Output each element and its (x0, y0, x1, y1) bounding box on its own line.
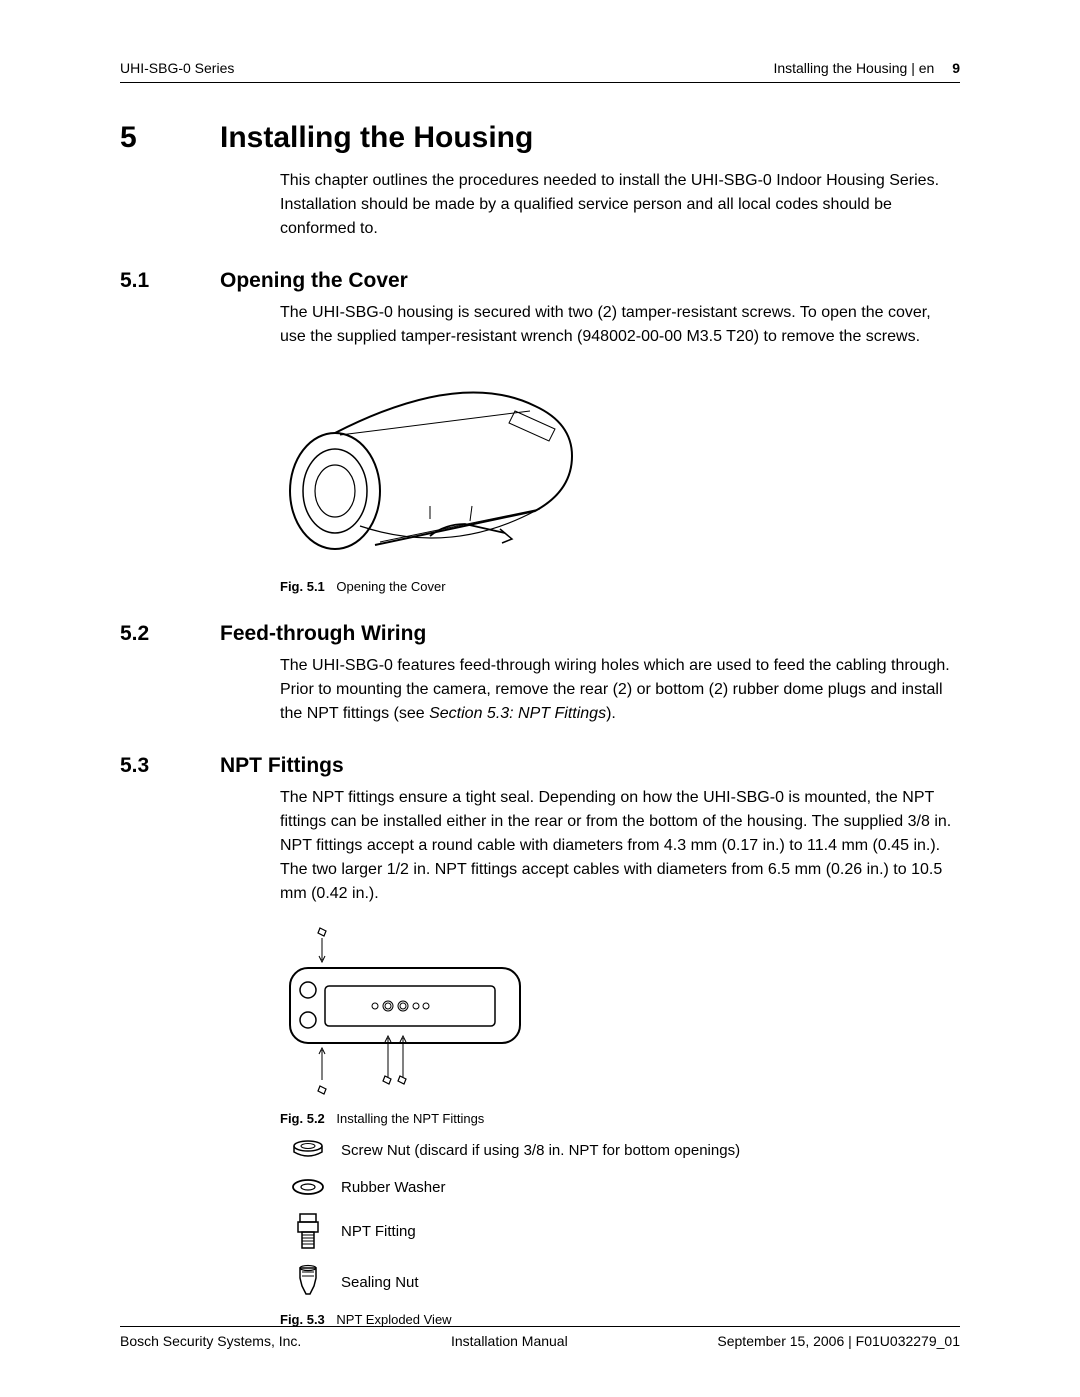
figure-caption-5-3: Fig. 5.3 NPT Exploded View (280, 1312, 960, 1327)
figure-caption-text: NPT Exploded View (336, 1312, 451, 1327)
header-right: Installing the Housing | en 9 (773, 60, 960, 76)
npt-fitting-icon (280, 1210, 335, 1252)
header-left-text: UHI-SBG-0 Series (120, 60, 234, 76)
part-row-screw-nut: Screw Nut (discard if using 3/8 in. NPT … (280, 1136, 960, 1164)
figure-label: Fig. 5.3 (280, 1312, 325, 1327)
section-number: 5.1 (120, 269, 220, 293)
sealing-nut-icon (280, 1264, 335, 1300)
part-row-npt-fitting: NPT Fitting (280, 1210, 960, 1252)
figure-5-1 (280, 361, 960, 571)
section-number: 5.2 (120, 622, 220, 646)
section-body-5-3: The NPT fittings ensure a tight seal. De… (280, 786, 960, 906)
footer-right: September 15, 2006 | F01U032279_01 (717, 1333, 960, 1349)
footer-center: Installation Manual (451, 1333, 568, 1349)
page-footer: Bosch Security Systems, Inc. Installatio… (120, 1326, 960, 1349)
chapter-intro: This chapter outlines the procedures nee… (280, 169, 960, 241)
part-label: Screw Nut (discard if using 3/8 in. NPT … (341, 1142, 740, 1159)
part-label: Sealing Nut (341, 1274, 419, 1291)
section-number: 5.3 (120, 754, 220, 778)
section-body-5-2: The UHI-SBG-0 features feed-through wiri… (280, 654, 960, 726)
figure-label: Fig. 5.1 (280, 579, 325, 594)
header-page-number: 9 (952, 60, 960, 76)
figure-caption-5-1: Fig. 5.1 Opening the Cover (280, 579, 960, 594)
rubber-washer-icon (280, 1176, 335, 1198)
section-heading-5-3: 5.3 NPT Fittings (120, 754, 960, 778)
section-title: NPT Fittings (220, 754, 344, 778)
npt-exploded-parts: Screw Nut (discard if using 3/8 in. NPT … (280, 1136, 960, 1300)
section-title: Feed-through Wiring (220, 622, 426, 646)
chapter-heading: 5 Installing the Housing (120, 121, 960, 155)
cross-reference: Section 5.3: NPT Fittings (429, 705, 606, 722)
chapter-title: Installing the Housing (220, 121, 533, 155)
chapter-number: 5 (120, 121, 220, 155)
figure-caption-text: Opening the Cover (336, 579, 445, 594)
figure-caption-text: Installing the NPT Fittings (336, 1111, 484, 1126)
body-post: ). (606, 705, 616, 722)
figure-5-2 (280, 918, 960, 1103)
section-heading-5-1: 5.1 Opening the Cover (120, 269, 960, 293)
page-header: UHI-SBG-0 Series Installing the Housing … (120, 60, 960, 83)
npt-panel-illustration (280, 918, 540, 1103)
part-label: NPT Fitting (341, 1223, 416, 1240)
figure-caption-5-2: Fig. 5.2 Installing the NPT Fittings (280, 1111, 960, 1126)
part-label: Rubber Washer (341, 1179, 446, 1196)
part-row-rubber-washer: Rubber Washer (280, 1176, 960, 1198)
screw-nut-icon (280, 1136, 335, 1164)
document-page: UHI-SBG-0 Series Installing the Housing … (0, 0, 1080, 1397)
section-heading-5-2: 5.2 Feed-through Wiring (120, 622, 960, 646)
section-body-5-1: The UHI-SBG-0 housing is secured with tw… (280, 301, 960, 349)
camera-housing-illustration (280, 361, 590, 571)
section-title: Opening the Cover (220, 269, 408, 293)
part-row-sealing-nut: Sealing Nut (280, 1264, 960, 1300)
footer-left: Bosch Security Systems, Inc. (120, 1333, 301, 1349)
header-section-text: Installing the Housing | en (773, 60, 934, 76)
figure-label: Fig. 5.2 (280, 1111, 325, 1126)
